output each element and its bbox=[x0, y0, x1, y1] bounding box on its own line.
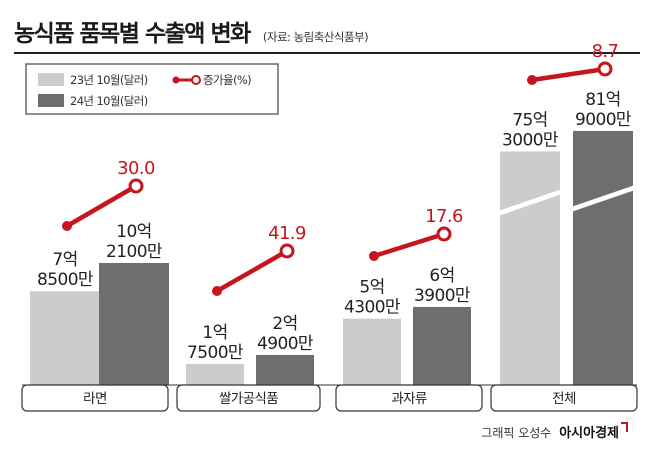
value-label-2023-3-line2: 3000만 bbox=[502, 130, 559, 150]
growth-point-start-2 bbox=[369, 251, 379, 261]
category-label-0: 라면 bbox=[83, 391, 107, 407]
bar-2023-3 bbox=[500, 151, 560, 385]
legend-swatch-2024 bbox=[38, 94, 64, 107]
value-label-2023-0-line2: 8500만 bbox=[37, 270, 94, 290]
category-label-2: 과자류 bbox=[391, 391, 427, 407]
value-label-2023-2-line2: 4300만 bbox=[344, 298, 401, 318]
value-label-2024-0-line1: 10억 bbox=[116, 222, 151, 242]
value-label-2024-1-line1: 2억 bbox=[272, 314, 297, 334]
publisher-logo-text: 아시아경제 bbox=[559, 426, 619, 441]
growth-line-1 bbox=[214, 248, 290, 294]
bar-2023-1 bbox=[186, 363, 244, 385]
value-label-2023-0-line1: 7억 bbox=[52, 250, 77, 270]
growth-point-start-1 bbox=[212, 286, 222, 296]
value-label-2023-2-line1: 5억 bbox=[359, 278, 384, 298]
source-note: (자료: 농림축산식품부) bbox=[262, 30, 369, 44]
growth-point-end-2 bbox=[436, 226, 452, 242]
growth-point-end-1 bbox=[279, 243, 295, 259]
bar-2024-0 bbox=[99, 263, 169, 385]
growth-point-end-0 bbox=[128, 178, 144, 194]
bar-2024-2 bbox=[413, 307, 471, 385]
value-label-2024-0-line2: 2100만 bbox=[106, 242, 163, 262]
axis-break-2024 bbox=[571, 185, 635, 212]
title-row: 농식품 품목별 수출액 변화 (자료: 농림축산식품부) bbox=[14, 14, 369, 48]
legend-label-growth: 증가율(%) bbox=[203, 73, 251, 87]
growth-line-2 bbox=[371, 231, 447, 259]
legend-swatch-2023 bbox=[38, 73, 64, 86]
bar-2024-3 bbox=[573, 131, 633, 385]
credit-line: 그래픽 오성수 아시아경제 bbox=[481, 422, 628, 441]
legend-label-2024: 24년 10월(달러) bbox=[70, 94, 148, 108]
legend-growth-ring bbox=[191, 75, 201, 85]
legend-growth-dot bbox=[172, 76, 180, 84]
value-label-2024-2-line1: 6억 bbox=[429, 266, 454, 286]
growth-label-1: 41.9 bbox=[268, 223, 306, 244]
legend-box bbox=[25, 63, 279, 115]
bar-2023-0 bbox=[30, 291, 100, 385]
growth-label-0: 30.0 bbox=[117, 158, 155, 179]
publisher-mark-icon bbox=[621, 422, 628, 432]
growth-label-3: 8.7 bbox=[592, 41, 619, 62]
value-label-2024-3-line2: 9000만 bbox=[575, 110, 632, 130]
growth-point-start-3 bbox=[527, 75, 537, 85]
growth-point-start-0 bbox=[62, 221, 72, 231]
bar-2024-1 bbox=[256, 355, 314, 385]
category-label-3: 전체 bbox=[552, 391, 576, 407]
legend-label-2023: 23년 10월(달러) bbox=[70, 73, 148, 87]
author-credit: 그래픽 오성수 bbox=[481, 426, 552, 440]
bar-2023-2 bbox=[343, 318, 401, 385]
axis-break-2023 bbox=[498, 189, 562, 216]
category-label-1: 쌀가공식품 bbox=[219, 391, 278, 407]
value-label-2024-3-line1: 81억 bbox=[585, 90, 620, 110]
value-label-2023-1-line2: 7500만 bbox=[187, 343, 244, 363]
value-label-2024-2-line2: 3900만 bbox=[414, 286, 471, 306]
value-label-2023-1-line1: 1억 bbox=[202, 323, 227, 343]
growth-label-2: 17.6 bbox=[425, 206, 463, 227]
value-label-2023-3-line1: 75억 bbox=[512, 110, 547, 130]
title-divider bbox=[14, 52, 640, 54]
chart-title: 농식품 품목별 수출액 변화 bbox=[14, 21, 251, 47]
value-label-2024-1-line2: 4900만 bbox=[257, 334, 314, 354]
growth-line-0 bbox=[64, 183, 139, 229]
growth-line-3 bbox=[529, 66, 608, 83]
growth-point-end-3 bbox=[597, 61, 613, 77]
